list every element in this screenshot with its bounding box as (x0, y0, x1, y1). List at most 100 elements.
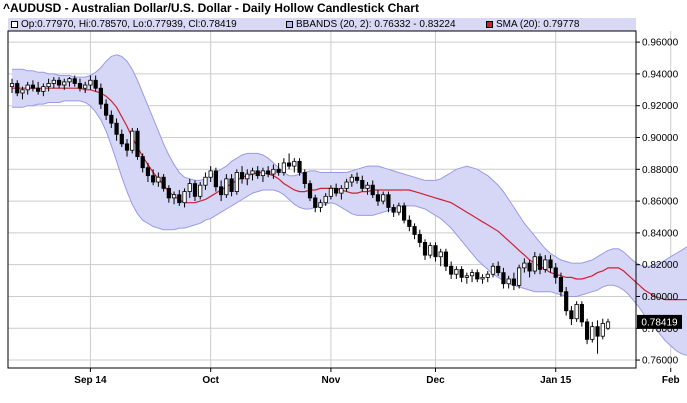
candle-body (119, 133, 124, 145)
candle-body (433, 245, 438, 258)
candle-body (229, 178, 234, 192)
candle-body (98, 87, 103, 105)
y-tick-label: 0.82000 (642, 260, 679, 271)
candle-body (213, 170, 218, 188)
candle-body (334, 187, 339, 194)
candle-body (396, 205, 401, 213)
y-tick-label: 0.84000 (642, 228, 679, 239)
candle-body (36, 87, 41, 92)
x-tick-label: Nov (321, 375, 340, 386)
candle-body (177, 194, 182, 204)
candle-body (553, 267, 558, 278)
candle-body (600, 323, 605, 337)
candle-body (328, 187, 334, 197)
candle-body (349, 176, 354, 183)
sma-line (12, 87, 687, 301)
candle-body (590, 326, 595, 340)
candle-body (391, 207, 396, 213)
candle-body (323, 195, 328, 204)
candle-body (386, 194, 391, 208)
candle-body (135, 130, 140, 157)
bbands-upper-line (12, 54, 687, 267)
legend-swatch-ohlc (11, 21, 18, 28)
candle-body (501, 272, 506, 285)
candle-body (15, 83, 20, 94)
candle-body (537, 256, 543, 270)
candle-body (407, 219, 412, 227)
y-tick-label: 0.94000 (642, 69, 679, 80)
candle-body (109, 114, 114, 124)
candle-body (161, 176, 166, 189)
candle-body (381, 194, 386, 202)
candle-body (187, 183, 192, 192)
candle-body (124, 143, 130, 151)
candle-body (130, 130, 135, 151)
candle-body (192, 183, 198, 197)
chart-title: ^AUDUSD - Australian Dollar/U.S. Dollar … (3, 1, 419, 15)
candle-body (412, 226, 417, 235)
candle-body (250, 170, 255, 175)
candle-body (517, 267, 522, 286)
candle-body (417, 234, 422, 243)
candle-body (114, 122, 119, 135)
y-tick-label: 0.96000 (642, 38, 679, 49)
candle-body (532, 256, 537, 272)
candle-body (485, 273, 490, 278)
candle-body (464, 275, 469, 278)
last-price-box (637, 314, 682, 329)
candle-body (292, 160, 297, 167)
candle-body (30, 84, 36, 89)
candle-body (171, 194, 177, 199)
candle-body (564, 291, 569, 312)
plot-frame (7, 30, 637, 369)
candle-body (245, 173, 250, 180)
candle-body (46, 83, 51, 88)
candle-body (51, 79, 56, 84)
candle-body (469, 272, 475, 277)
candle-body (475, 272, 480, 280)
candle-body (156, 176, 161, 183)
candle-body (584, 321, 590, 340)
candle-body (543, 259, 548, 270)
candle-body (166, 187, 171, 199)
x-tick-label: Oct (202, 375, 219, 386)
candle-body (234, 172, 239, 192)
candle-body (365, 184, 370, 189)
candle-body (260, 170, 266, 177)
last-price-label: 0.78419 (641, 317, 678, 328)
candle-body (480, 276, 485, 280)
candle-body (271, 168, 276, 175)
legend-label-sma: SMA (20): 0.79778 (496, 19, 580, 30)
candle-body (62, 81, 67, 86)
bbands-lower-line (12, 100, 687, 356)
candle-body (302, 172, 307, 185)
candle-body (579, 304, 584, 323)
x-tick-label: Feb (662, 375, 680, 386)
candle-body (276, 168, 281, 173)
candle-body (548, 259, 553, 269)
legend-item-bbands: BBANDS (20, 2): 0.76332 - 0.83224 (286, 18, 456, 31)
candle-body (88, 79, 93, 86)
candle-body (25, 84, 30, 91)
x-tick-label: Dec (426, 375, 445, 386)
candle-body (67, 78, 72, 83)
candle-body (145, 167, 151, 177)
legend-item-ohlc: Op:0.77970, Hi:0.78570, Lo:0.77939, Cl:0… (11, 18, 237, 31)
candle-body (208, 170, 213, 178)
x-tick-label: Jan 15 (540, 375, 572, 386)
candle-body (182, 191, 187, 204)
candle-body (255, 170, 260, 177)
candle-body (41, 86, 46, 92)
candle-body (93, 79, 98, 89)
candle-body (490, 265, 496, 275)
y-tick-label: 0.92000 (642, 101, 679, 112)
candle-body (574, 304, 579, 320)
y-tick-label: 0.80000 (642, 292, 679, 303)
candle-body (281, 162, 286, 173)
x-tick-label: Sep 14 (74, 375, 107, 386)
candle-body (422, 242, 428, 256)
candle-body (286, 162, 292, 167)
candle-body (72, 78, 77, 84)
candle-body (151, 175, 156, 183)
candle-body (443, 251, 449, 267)
